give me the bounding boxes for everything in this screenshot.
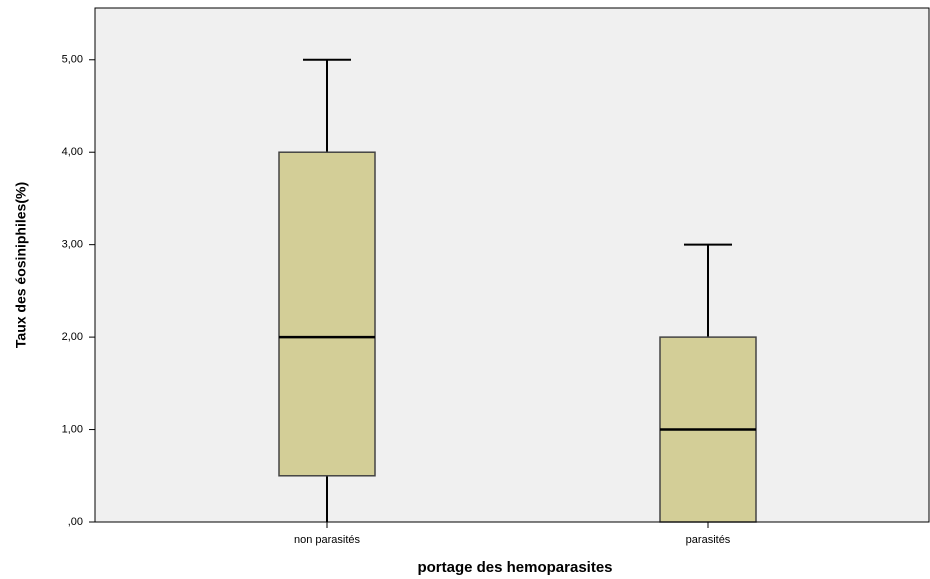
y-tick-label: 5,00 [62,54,83,66]
x-axis-label: portage des hemoparasites [417,559,612,576]
x-tick-label: parasités [686,534,731,546]
y-tick-label: 4,00 [62,146,83,158]
box [278,151,376,477]
y-tick-label: 2,00 [62,331,83,343]
y-tick-label: 3,00 [62,239,83,251]
y-tick-label: ,00 [68,516,83,528]
y-axis-label: Taux des éosiniphiles(%) [13,182,29,348]
y-tick-label: 1,00 [62,423,83,435]
plot-area [94,7,930,523]
x-tick-label: non parasités [294,534,361,546]
